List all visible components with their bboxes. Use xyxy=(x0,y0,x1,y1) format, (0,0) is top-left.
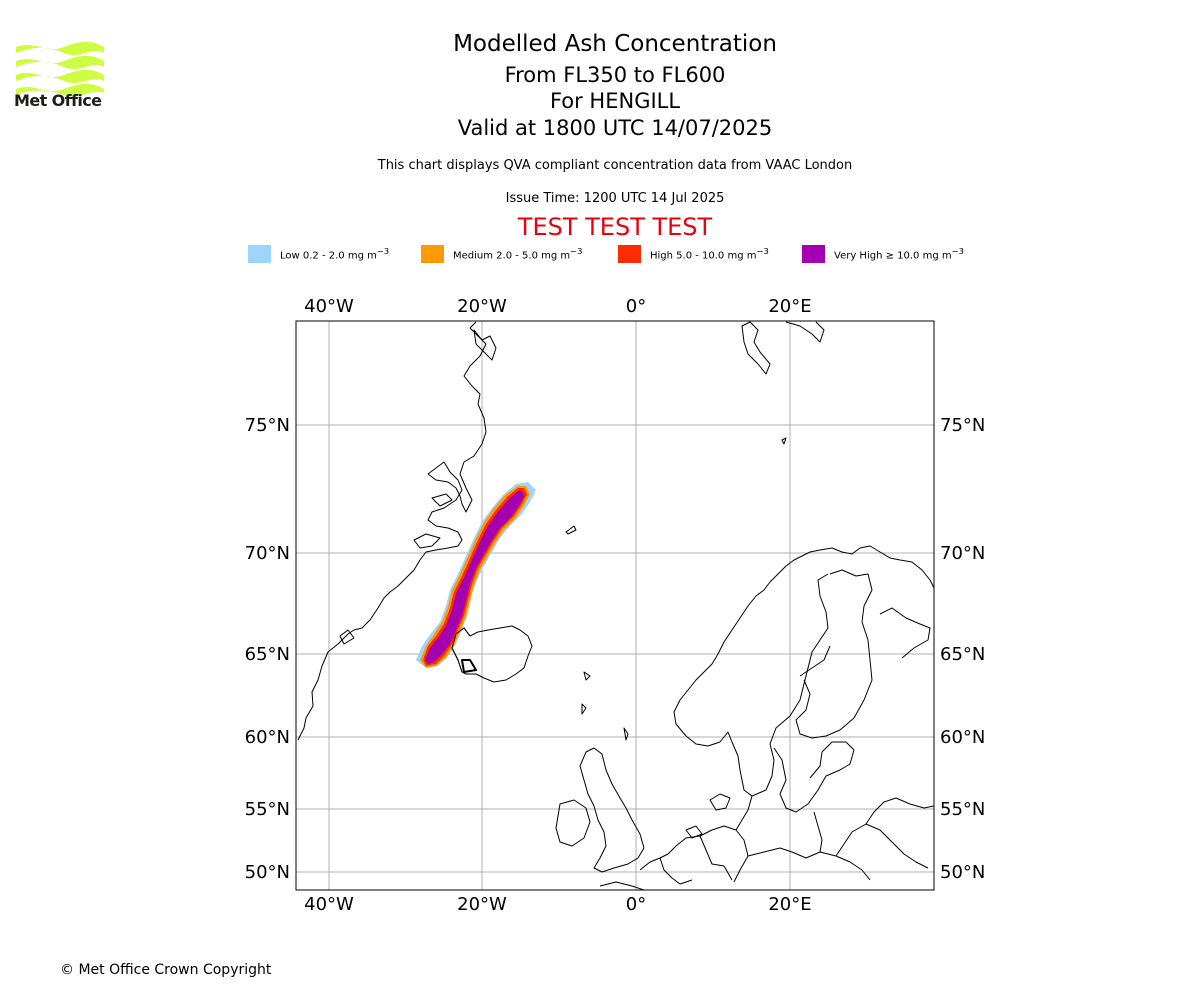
jan-mayen-coastline xyxy=(565,525,577,535)
issue-time: Issue Time: 1200 UTC 14 Jul 2025 xyxy=(505,191,725,206)
lon-label-bottom: 40°W xyxy=(304,894,354,915)
met-office-logo-text: Met Office xyxy=(14,91,102,110)
finland-border xyxy=(795,569,873,739)
lat-label-left: 65°N xyxy=(245,644,290,665)
legend-unit-exponent: −3 xyxy=(570,246,583,257)
legend-unit-exponent: −3 xyxy=(376,246,390,257)
lat-label-left: 55°N xyxy=(245,799,290,820)
copyright-notice: © Met Office Crown Copyright xyxy=(60,962,272,978)
lat-label-right: 50°N xyxy=(940,862,985,883)
legend-swatch-high xyxy=(618,245,641,263)
map-frame xyxy=(295,320,935,891)
legend-swatch-very-high xyxy=(802,245,825,263)
baltic-coastline xyxy=(773,741,855,813)
legend-unit-exponent: −3 xyxy=(951,246,964,257)
lat-label-left: 60°N xyxy=(245,727,290,748)
legend: Low 0.2 - 2.0 mg m−3 Medium 2.0 - 5.0 mg… xyxy=(0,244,1200,264)
legend-label-low: Low 0.2 - 2.0 mg m xyxy=(280,250,377,262)
chart-title: Modelled Ash Concentration xyxy=(453,31,777,57)
lon-label-top: 40°W xyxy=(304,296,354,317)
met-office-logo-icon xyxy=(16,41,104,97)
legend-item-medium: Medium 2.0 - 5.0 mg m−3 xyxy=(421,244,582,264)
lat-label-right: 70°N xyxy=(940,543,985,564)
lon-label-top: 20°W xyxy=(457,296,507,317)
legend-item-very-high: Very High ≥ 10.0 mg m−3 xyxy=(802,244,964,264)
lat-label-right: 65°N xyxy=(940,644,985,665)
ireland-coastline xyxy=(555,799,591,847)
map-gridlines xyxy=(296,321,934,890)
legend-swatch-low xyxy=(248,245,271,263)
legend-label-high: High 5.0 - 10.0 mg m xyxy=(650,250,757,262)
chart-description: This chart displays QVA compliant concen… xyxy=(377,158,853,173)
central-europe-borders xyxy=(639,797,934,885)
flight-levels: From FL350 to FL600 xyxy=(504,63,726,87)
greenland-coastline xyxy=(297,321,487,741)
ash-plume-very-high xyxy=(425,491,524,664)
legend-item-low: Low 0.2 - 2.0 mg m−3 xyxy=(248,244,389,264)
legend-label-medium: Medium 2.0 - 5.0 mg m xyxy=(453,250,571,262)
lon-label-top: 0° xyxy=(626,296,646,317)
svalbard-coastline xyxy=(741,321,771,375)
legend-label-very-high: Very High ≥ 10.0 mg m xyxy=(834,250,952,262)
lon-label-bottom: 0° xyxy=(626,894,646,915)
test-banner: TEST TEST TEST xyxy=(517,213,713,241)
ash-plume xyxy=(416,482,536,668)
norway-coastline xyxy=(673,545,934,725)
lat-label-left: 70°N xyxy=(245,543,290,564)
great-britain-coastline xyxy=(579,747,645,873)
legend-unit-exponent: −3 xyxy=(756,246,769,257)
lon-label-top: 20°E xyxy=(768,296,811,317)
lon-label-bottom: 20°W xyxy=(457,894,507,915)
lat-label-right: 55°N xyxy=(940,799,985,820)
valid-time: Valid at 1800 UTC 14/07/2025 xyxy=(457,116,773,140)
volcano-name: For HENGILL xyxy=(549,89,681,113)
lat-label-left: 75°N xyxy=(245,415,290,436)
lon-label-bottom: 20°E xyxy=(768,894,811,915)
legend-swatch-medium xyxy=(421,245,444,263)
lat-label-right: 75°N xyxy=(940,415,985,436)
lat-label-left: 50°N xyxy=(245,862,290,883)
legend-item-high: High 5.0 - 10.0 mg m−3 xyxy=(618,244,769,264)
sweden-border xyxy=(751,573,829,797)
lat-label-right: 60°N xyxy=(940,727,985,748)
